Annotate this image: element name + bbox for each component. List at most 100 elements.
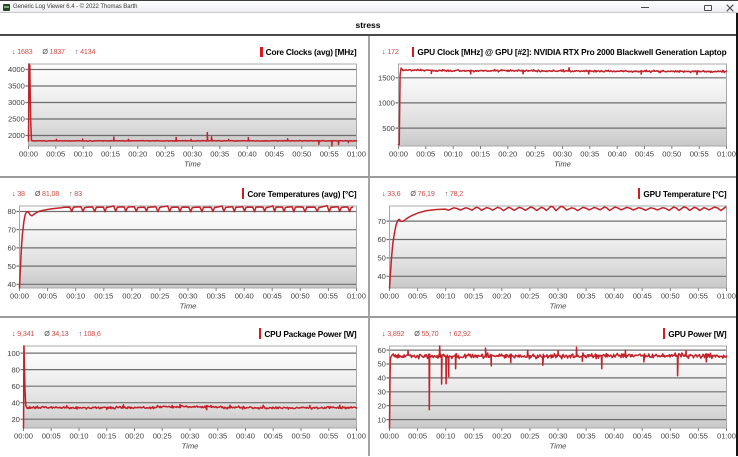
svg-text:00:45: 00:45 bbox=[633, 291, 652, 300]
svg-text:Time: Time bbox=[550, 301, 567, 310]
svg-text:60: 60 bbox=[7, 243, 15, 252]
svg-text:00:55: 00:55 bbox=[319, 431, 338, 440]
svg-text:00:20: 00:20 bbox=[498, 150, 517, 159]
svg-text:00:10: 00:10 bbox=[436, 431, 455, 440]
svg-text:2000: 2000 bbox=[8, 131, 25, 140]
svg-text:4000: 4000 bbox=[8, 65, 25, 74]
svg-text:01:00: 01:00 bbox=[347, 150, 366, 159]
svg-text:70: 70 bbox=[377, 216, 385, 225]
svg-text:00:45: 00:45 bbox=[633, 431, 652, 440]
svg-text:01:00: 01:00 bbox=[717, 150, 736, 159]
svg-text:40: 40 bbox=[11, 398, 19, 407]
svg-text:1000: 1000 bbox=[378, 99, 395, 108]
svg-text:00:40: 00:40 bbox=[235, 291, 254, 300]
svg-text:00:05: 00:05 bbox=[408, 431, 427, 440]
svg-text:00:00: 00:00 bbox=[380, 291, 399, 300]
svg-text:00:50: 00:50 bbox=[661, 291, 680, 300]
svg-text:80: 80 bbox=[7, 207, 15, 216]
svg-text:00:30: 00:30 bbox=[553, 150, 572, 159]
svg-text:00:50: 00:50 bbox=[291, 431, 310, 440]
svg-text:00:05: 00:05 bbox=[46, 150, 65, 159]
svg-text:00:25: 00:25 bbox=[156, 150, 175, 159]
svg-text:01:00: 01:00 bbox=[717, 291, 736, 300]
svg-text:00:00: 00:00 bbox=[389, 150, 408, 159]
svg-text:00:55: 00:55 bbox=[689, 291, 708, 300]
svg-text:00:40: 00:40 bbox=[236, 431, 255, 440]
svg-text:00:30: 00:30 bbox=[180, 431, 199, 440]
svg-text:10: 10 bbox=[377, 415, 385, 424]
svg-text:40: 40 bbox=[377, 373, 385, 382]
svg-text:60: 60 bbox=[11, 381, 19, 390]
svg-text:00:40: 00:40 bbox=[605, 291, 624, 300]
svg-text:00:15: 00:15 bbox=[101, 150, 120, 159]
svg-text:2500: 2500 bbox=[8, 115, 25, 124]
svg-text:00:05: 00:05 bbox=[42, 431, 61, 440]
svg-text:3000: 3000 bbox=[8, 98, 25, 107]
svg-text:500: 500 bbox=[382, 124, 395, 133]
svg-text:00:50: 00:50 bbox=[662, 150, 681, 159]
svg-text:50: 50 bbox=[7, 261, 15, 270]
svg-text:00:05: 00:05 bbox=[38, 291, 57, 300]
svg-text:00:20: 00:20 bbox=[128, 150, 147, 159]
svg-text:00:40: 00:40 bbox=[608, 150, 627, 159]
svg-text:00:10: 00:10 bbox=[444, 150, 463, 159]
svg-text:00:30: 00:30 bbox=[183, 150, 202, 159]
svg-text:00:45: 00:45 bbox=[635, 150, 654, 159]
svg-text:01:00: 01:00 bbox=[347, 431, 366, 440]
svg-text:00:20: 00:20 bbox=[492, 291, 511, 300]
svg-text:00:55: 00:55 bbox=[689, 431, 708, 440]
svg-text:00:15: 00:15 bbox=[471, 150, 490, 159]
svg-text:00:55: 00:55 bbox=[319, 291, 338, 300]
svg-text:00:55: 00:55 bbox=[320, 150, 339, 159]
svg-text:Time: Time bbox=[182, 441, 199, 450]
svg-text:20: 20 bbox=[377, 401, 385, 410]
svg-text:100: 100 bbox=[7, 348, 20, 357]
svg-text:00:35: 00:35 bbox=[210, 150, 229, 159]
svg-text:00:25: 00:25 bbox=[153, 431, 172, 440]
svg-text:40: 40 bbox=[377, 272, 385, 281]
svg-text:00:45: 00:45 bbox=[263, 291, 282, 300]
svg-text:01:00: 01:00 bbox=[717, 431, 736, 440]
svg-text:00:05: 00:05 bbox=[416, 150, 435, 159]
svg-text:00:20: 00:20 bbox=[125, 431, 144, 440]
svg-text:00:15: 00:15 bbox=[464, 431, 483, 440]
svg-text:00:50: 00:50 bbox=[292, 150, 311, 159]
svg-text:40: 40 bbox=[7, 280, 15, 289]
svg-text:00:30: 00:30 bbox=[548, 291, 567, 300]
svg-text:00:00: 00:00 bbox=[14, 431, 33, 440]
svg-text:00:35: 00:35 bbox=[577, 431, 596, 440]
svg-text:00:55: 00:55 bbox=[690, 150, 709, 159]
svg-text:00:30: 00:30 bbox=[178, 291, 197, 300]
svg-text:00:15: 00:15 bbox=[464, 291, 483, 300]
svg-text:00:30: 00:30 bbox=[548, 431, 567, 440]
svg-text:Time: Time bbox=[184, 160, 201, 169]
svg-text:00:35: 00:35 bbox=[207, 291, 226, 300]
svg-text:80: 80 bbox=[11, 365, 19, 374]
svg-text:00:25: 00:25 bbox=[520, 291, 539, 300]
svg-text:60: 60 bbox=[377, 345, 385, 354]
svg-text:Time: Time bbox=[550, 441, 567, 450]
svg-text:00:25: 00:25 bbox=[520, 431, 539, 440]
svg-text:00:00: 00:00 bbox=[19, 150, 38, 159]
svg-text:00:50: 00:50 bbox=[661, 431, 680, 440]
svg-text:70: 70 bbox=[7, 225, 15, 234]
svg-text:20: 20 bbox=[11, 414, 19, 423]
svg-text:00:20: 00:20 bbox=[492, 431, 511, 440]
svg-text:00:15: 00:15 bbox=[94, 291, 113, 300]
svg-text:00:35: 00:35 bbox=[577, 291, 596, 300]
svg-text:00:50: 00:50 bbox=[291, 291, 310, 300]
svg-text:30: 30 bbox=[377, 387, 385, 396]
svg-text:60: 60 bbox=[377, 235, 385, 244]
svg-text:00:25: 00:25 bbox=[526, 150, 545, 159]
svg-text:00:10: 00:10 bbox=[69, 431, 88, 440]
svg-text:Time: Time bbox=[554, 160, 571, 169]
svg-text:00:05: 00:05 bbox=[408, 291, 427, 300]
svg-text:00:10: 00:10 bbox=[436, 291, 455, 300]
svg-text:1500: 1500 bbox=[378, 74, 395, 83]
svg-text:00:45: 00:45 bbox=[265, 150, 284, 159]
svg-text:00:10: 00:10 bbox=[66, 291, 85, 300]
svg-text:3500: 3500 bbox=[8, 82, 25, 91]
svg-text:00:00: 00:00 bbox=[380, 431, 399, 440]
svg-text:00:45: 00:45 bbox=[264, 431, 283, 440]
svg-text:00:25: 00:25 bbox=[150, 291, 169, 300]
